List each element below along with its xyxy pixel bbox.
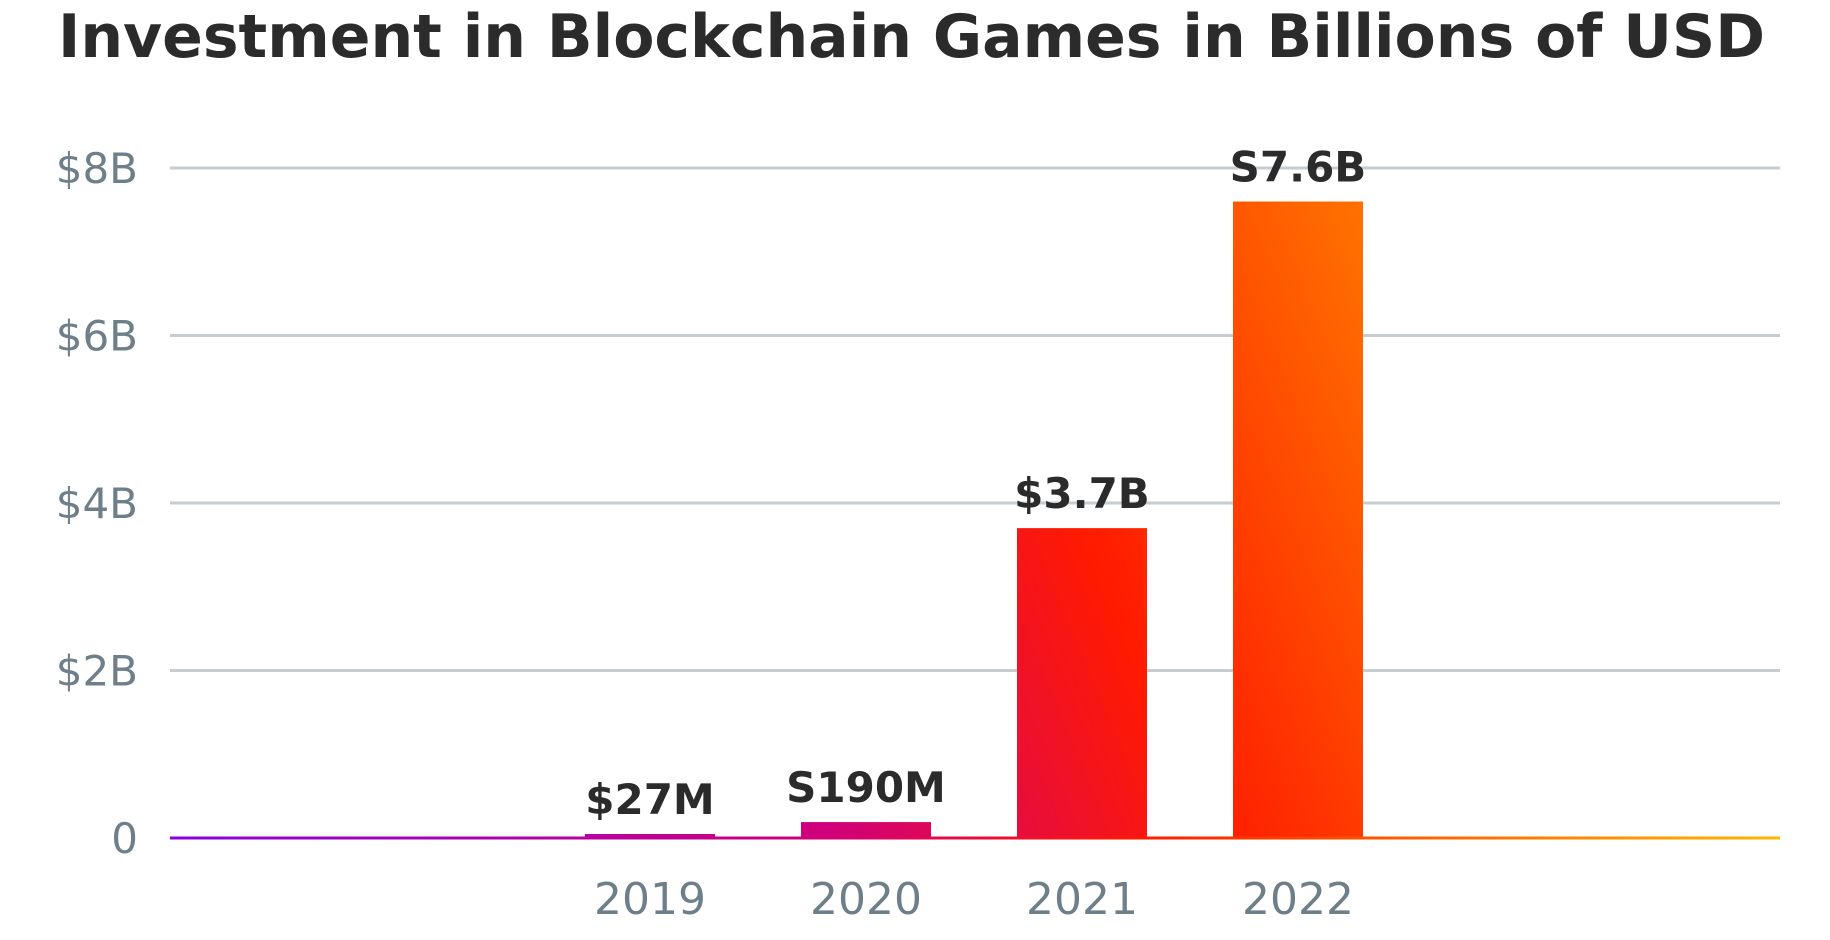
x-tick-label: 2020 bbox=[810, 874, 922, 925]
data-label: $27M bbox=[585, 775, 714, 824]
x-tick-label: 2022 bbox=[1242, 874, 1354, 925]
x-tick-label: 2019 bbox=[594, 874, 706, 925]
bar-2020 bbox=[801, 822, 931, 838]
x-tick-label: 2021 bbox=[1026, 874, 1138, 925]
y-tick-label: $4B bbox=[56, 479, 138, 528]
y-tick-label: $8B bbox=[56, 144, 138, 193]
data-label: $3.7B bbox=[1014, 469, 1150, 518]
bar-2021 bbox=[1017, 528, 1147, 838]
chart-title: Investment in Blockchain Games in Billio… bbox=[58, 2, 1766, 72]
y-tick-label: 0 bbox=[111, 814, 138, 863]
y-tick-label: $6B bbox=[56, 312, 138, 361]
bar-2022 bbox=[1233, 201, 1363, 838]
y-tick-label: $2B bbox=[56, 647, 138, 696]
data-label: S190M bbox=[786, 763, 946, 812]
data-label: S7.6B bbox=[1230, 143, 1367, 192]
bar-2019 bbox=[585, 834, 715, 838]
